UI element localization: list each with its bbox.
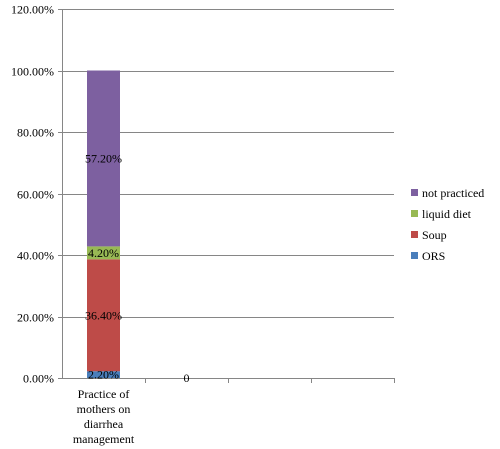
y-tick-label: 100.00% xyxy=(11,65,54,79)
legend-label: liquid diet xyxy=(422,207,472,221)
legend-swatch xyxy=(411,189,418,196)
data-label: 4.20% xyxy=(88,246,119,260)
axes: 0.00% 20.00% 40.00% 60.00% 80.00% 100.00% 120.… xyxy=(11,3,395,446)
legend-swatch xyxy=(411,210,418,217)
y-tick-label: 80.00% xyxy=(17,126,54,140)
legend-label: not practiced xyxy=(422,186,484,200)
y-tick-label: 120.00% xyxy=(11,3,54,17)
data-label: 2.20% xyxy=(88,368,119,382)
legend-label: ORS xyxy=(422,249,445,263)
bar-segment-not-practiced xyxy=(87,70,120,247)
category-label: Practice of xyxy=(78,387,130,401)
data-label: 0 xyxy=(184,371,190,385)
y-tick-label: 20.00% xyxy=(17,311,54,325)
bar-segment-soup xyxy=(87,259,120,372)
bars xyxy=(87,70,120,378)
legend: not practiced liquid diet Soup ORS xyxy=(411,186,484,263)
y-tick-label: 40.00% xyxy=(17,249,54,263)
data-label: 57.20% xyxy=(85,151,122,165)
data-label: 36.40% xyxy=(85,308,122,322)
y-tick-label: 60.00% xyxy=(17,188,54,202)
legend-swatch xyxy=(411,231,418,238)
bar-segment-ors xyxy=(87,371,120,378)
legend-swatch xyxy=(411,252,418,259)
legend-label: Soup xyxy=(422,228,447,242)
category-label: management xyxy=(73,432,135,446)
category-label: diarrhea xyxy=(84,417,124,431)
bar-segment-liquid-diet xyxy=(87,246,120,260)
data-labels: 2.20% 36.40% 4.20% 57.20% 0 xyxy=(85,151,190,385)
category-label: mothers on xyxy=(77,402,131,416)
y-tick-label: 0.00% xyxy=(23,372,54,386)
